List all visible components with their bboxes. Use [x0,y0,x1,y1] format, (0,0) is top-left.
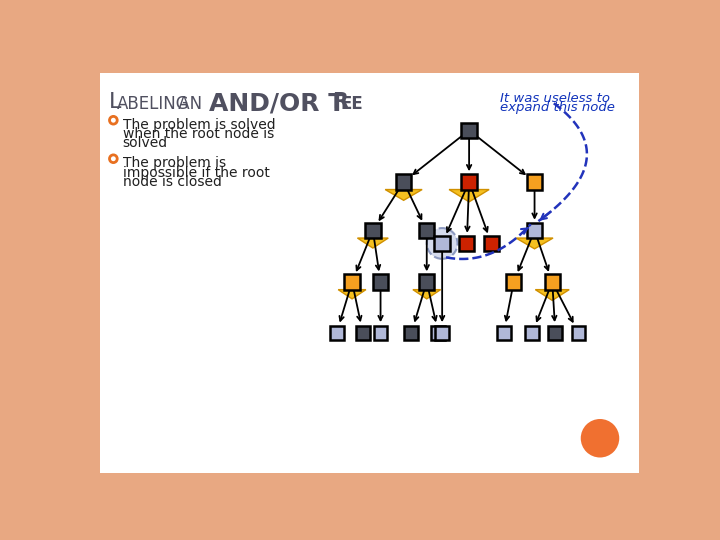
Bar [374,326,387,340]
Bar [419,274,434,289]
Bar [497,326,510,340]
Text: node is closed: node is closed [122,175,222,189]
Text: It was useless to: It was useless to [500,92,610,105]
Polygon shape [385,190,422,200]
Bar [373,274,388,289]
Bar [330,326,343,340]
Text: EE: EE [341,95,364,113]
Bar [459,236,474,251]
Circle shape [109,117,117,124]
FancyBboxPatch shape [99,72,639,473]
Bar [484,236,499,251]
Text: AND/OR T: AND/OR T [209,92,345,116]
Circle shape [581,419,619,457]
Bar [462,123,477,138]
Text: AN: AN [174,95,208,113]
Bar [431,326,445,340]
Polygon shape [357,238,388,248]
Polygon shape [338,289,366,299]
Bar [527,174,542,190]
Bar [506,274,521,289]
Text: The problem is: The problem is [122,157,226,171]
Bar [356,326,370,340]
Bar [549,326,562,340]
Text: L: L [109,92,121,112]
Bar [435,326,449,340]
Bar [365,222,381,238]
Bar [396,174,411,190]
Text: R: R [332,92,348,112]
Bar [544,274,560,289]
Bar [405,326,418,340]
Polygon shape [535,289,570,300]
Bar [527,222,542,238]
Polygon shape [516,238,553,249]
Text: ABELING: ABELING [117,95,190,113]
Text: impossible if the root: impossible if the root [122,166,269,180]
Polygon shape [413,289,441,299]
Bar [434,236,450,251]
Text: when the root node is: when the root node is [122,127,274,141]
Text: expand this node: expand this node [500,101,615,114]
Bar [462,174,477,190]
Circle shape [427,228,457,259]
Bar [419,222,434,238]
Bar [344,274,360,289]
Polygon shape [449,190,489,202]
Bar [572,326,585,340]
Text: solved: solved [122,137,168,151]
Circle shape [109,155,117,163]
Text: The problem is solved: The problem is solved [122,118,275,132]
Bar [526,326,539,340]
